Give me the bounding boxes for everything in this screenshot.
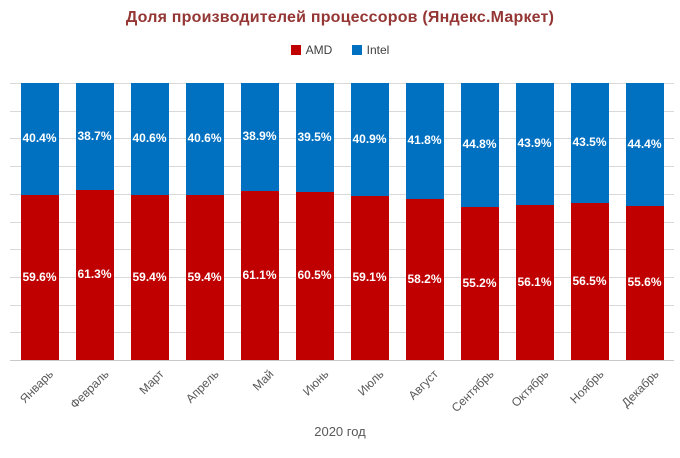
bar-amd-Август xyxy=(405,199,444,360)
data-label-amd: 59.6% xyxy=(22,270,57,284)
chart-title: Доля производителей процессоров (Яндекс.… xyxy=(125,9,555,26)
x-tick-label: Сентябрь xyxy=(448,367,497,415)
bar-amd-Май xyxy=(240,191,279,360)
data-label-amd: 55.2% xyxy=(462,276,497,290)
data-label-amd: 60.5% xyxy=(297,268,332,282)
data-label-amd: 58.2% xyxy=(407,272,442,286)
data-label-intel: 44.4% xyxy=(627,137,662,151)
gridline xyxy=(10,138,674,139)
gridline xyxy=(10,194,674,195)
legend-label-intel: Intel xyxy=(366,43,390,57)
data-label-amd: 61.3% xyxy=(77,267,112,281)
x-tick-label: Апрель xyxy=(182,367,222,406)
bar-amd-Февраль xyxy=(75,190,114,360)
intel-color-swatch xyxy=(351,45,362,55)
gridline xyxy=(10,222,674,223)
x-tick-label: Ноябрь xyxy=(567,367,607,407)
data-label-intel: 43.5% xyxy=(572,135,607,149)
bar-amd-Январь xyxy=(20,195,59,360)
gridline xyxy=(10,249,674,250)
data-label-amd: 59.4% xyxy=(132,270,167,284)
bar-intel-Октябрь xyxy=(515,83,554,205)
bar-amd-Март xyxy=(130,195,169,360)
bar-intel-Январь xyxy=(20,83,59,195)
data-label-intel: 40.4% xyxy=(22,131,57,145)
data-label-intel: 44.8% xyxy=(462,137,497,151)
data-label-intel: 40.6% xyxy=(187,131,222,145)
data-label-intel: 40.9% xyxy=(352,132,387,146)
data-label-intel: 41.8% xyxy=(407,133,442,147)
data-label-intel: 39.5% xyxy=(297,130,332,144)
legend-item-amd: AMD xyxy=(290,43,333,57)
gridline xyxy=(10,277,674,278)
bar-intel-Апрель xyxy=(185,83,224,195)
bar-amd-Сентябрь xyxy=(460,207,499,360)
bar-amd-Апрель xyxy=(185,195,224,360)
bar-intel-Сентябрь xyxy=(460,83,499,207)
legend-label-amd: AMD xyxy=(305,43,333,57)
gridline xyxy=(10,83,674,84)
data-label-intel: 40.6% xyxy=(132,131,167,145)
data-label-amd: 61.1% xyxy=(242,268,277,282)
data-label-amd: 59.1% xyxy=(352,270,387,284)
data-label-amd: 55.6% xyxy=(627,275,662,289)
x-tick-label: Август xyxy=(405,367,442,403)
data-label-amd: 56.5% xyxy=(572,274,607,288)
data-label-amd: 56.1% xyxy=(517,275,552,289)
gridline xyxy=(10,305,674,306)
x-tick-label: Январь xyxy=(17,367,57,406)
x-tick-label: Декабрь xyxy=(618,367,662,410)
bar-intel-Май xyxy=(240,83,279,191)
bar-intel-Декабрь xyxy=(625,83,664,206)
data-label-intel: 38.9% xyxy=(242,129,277,143)
bar-intel-Июнь xyxy=(295,83,334,192)
data-label-amd: 59.4% xyxy=(187,270,222,284)
x-tick-label: Июнь xyxy=(299,367,332,399)
x-tick-label: Октябрь xyxy=(508,367,552,410)
x-tick-label: Февраль xyxy=(67,367,112,412)
legend-item-intel: Intel xyxy=(351,43,390,57)
gridline xyxy=(10,111,674,112)
bar-amd-Июль xyxy=(350,196,389,360)
bar-intel-Июль xyxy=(350,83,389,196)
x-axis-title: 2020 год xyxy=(314,424,366,439)
bar-amd-Июнь xyxy=(295,192,334,360)
gridline xyxy=(10,332,674,333)
data-label-intel: 43.9% xyxy=(517,136,552,150)
bar-amd-Октябрь xyxy=(515,205,554,360)
x-tick-label: Июль xyxy=(354,367,387,399)
x-tick-label: Март xyxy=(136,367,167,398)
bar-amd-Ноябрь xyxy=(570,203,609,360)
bar-intel-Март xyxy=(130,83,169,195)
gridline xyxy=(10,166,674,167)
data-label-intel: 38.7% xyxy=(77,129,112,143)
legend: AMD Intel xyxy=(0,43,680,58)
x-axis-line xyxy=(10,360,674,361)
bar-intel-Август xyxy=(405,83,444,199)
bar-amd-Декабрь xyxy=(625,206,664,360)
bar-intel-Ноябрь xyxy=(570,83,609,203)
bar-intel-Февраль xyxy=(75,83,114,190)
x-tick-label: Май xyxy=(249,367,277,394)
amd-color-swatch xyxy=(290,45,301,55)
